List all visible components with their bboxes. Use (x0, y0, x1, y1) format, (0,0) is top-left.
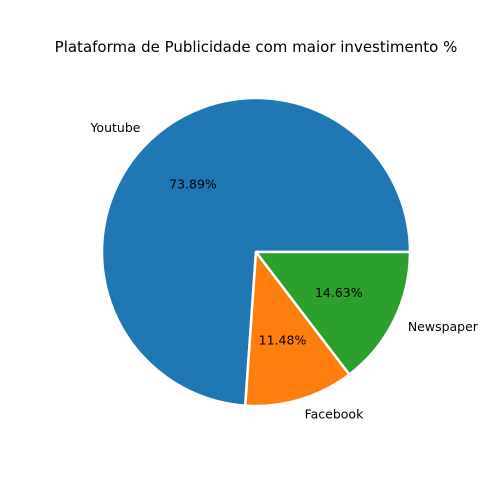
chart-title: Plataforma de Publicidade com maior inve… (55, 38, 458, 56)
pie-slices (102, 98, 410, 406)
pct-label-youtube: 73.89% (169, 176, 217, 191)
slice-label-newspaper: Newspaper (408, 319, 479, 334)
slice-label-youtube: Youtube (89, 120, 140, 135)
pct-label-facebook: 11.48% (259, 333, 307, 348)
pct-label-newspaper: 14.63% (315, 285, 363, 300)
slice-label-facebook: Facebook (305, 406, 364, 421)
